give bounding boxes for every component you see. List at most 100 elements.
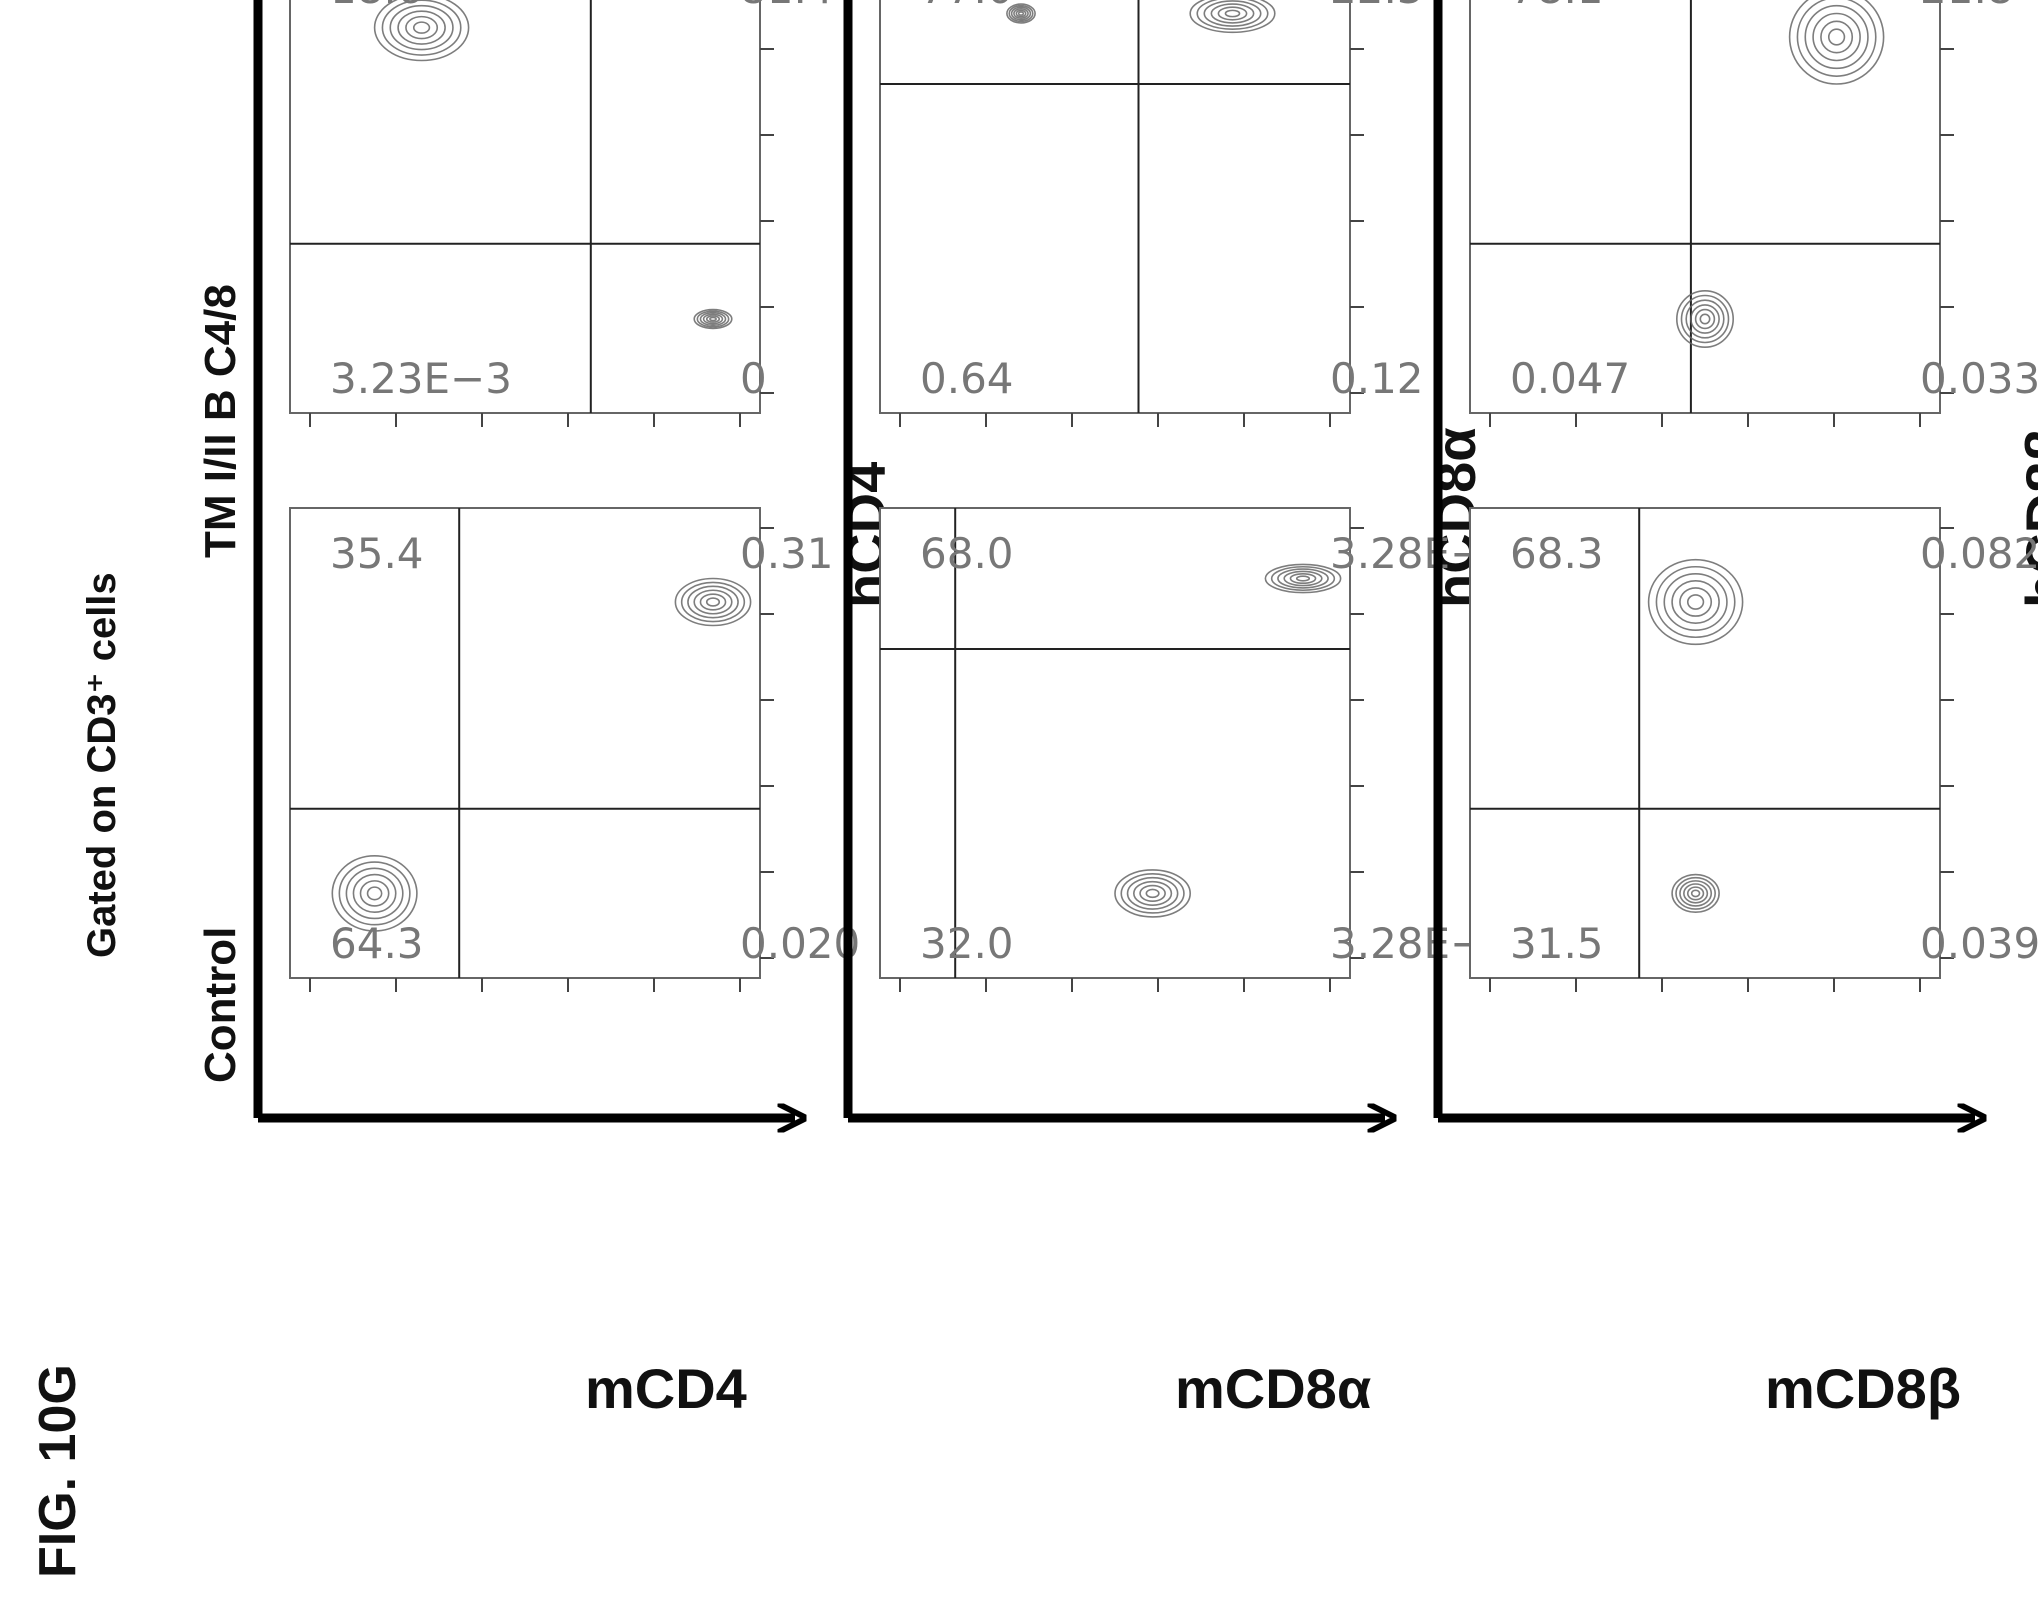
contour-line xyxy=(1671,873,1720,914)
quadrant-top-left-value: 64.3 xyxy=(330,919,424,968)
quadrant-top-left-value: 0.047 xyxy=(1510,354,1630,403)
contour-line xyxy=(696,310,730,328)
quadrant-top-left-value: 0.64 xyxy=(920,354,1014,403)
rotated-figure-content: FIG. 10G Gated on CD3⁺ cells Control TM … xyxy=(29,0,2038,1578)
contour-line xyxy=(1690,304,1720,334)
panel-rows: mCD4hCD464.30.02035.40.313.23E−3018.681.… xyxy=(253,0,2038,1420)
contour-line xyxy=(1203,0,1262,27)
panel-control: 31.5 0.039 68.3 0.082 xyxy=(1469,507,2038,992)
contour-line xyxy=(699,311,727,327)
contour-line xyxy=(1680,294,1730,344)
contour-line xyxy=(1189,0,1276,34)
contour-line xyxy=(381,0,462,56)
quadrant-bottom-left-value: 68.3 xyxy=(1510,529,1604,578)
y-axis-label: mCD4 xyxy=(585,1357,747,1420)
contour-line xyxy=(674,577,752,627)
quadrant-top-left-value: 3.23E−3 xyxy=(330,354,512,403)
contour-line xyxy=(352,873,397,914)
contour-line xyxy=(705,597,721,607)
panel-treated: 0.64 0.12 77.0 22.3 xyxy=(879,0,1424,427)
contour-population xyxy=(1114,869,1191,918)
y-axis-label: mCD8β xyxy=(1765,1357,1961,1420)
contour-population xyxy=(674,577,752,627)
contour-line xyxy=(1139,884,1166,903)
quadrant-bottom-left-value: 68.0 xyxy=(920,529,1014,578)
contour-line xyxy=(1679,587,1713,617)
contour-line xyxy=(1827,28,1846,46)
quadrant-bottom-left-value: 78.1 xyxy=(1510,0,1604,13)
contour-line xyxy=(1663,573,1728,632)
quadrant-top-left-value: 31.5 xyxy=(1510,919,1604,968)
contour-line xyxy=(345,867,404,920)
contour-line xyxy=(709,316,717,322)
contour-line xyxy=(373,0,470,62)
contour-line xyxy=(1690,889,1701,898)
contour-line xyxy=(1820,20,1854,54)
quadrant-bottom-right-value: 0.31 xyxy=(740,529,834,578)
quadrant-bottom-left-value: 18.6 xyxy=(330,0,424,13)
contour-population xyxy=(1006,3,1036,24)
quadrant-bottom-left-value: 35.4 xyxy=(330,529,424,578)
contour-line xyxy=(1017,11,1025,16)
contour-line xyxy=(1295,575,1311,582)
panel-treated: 3.23E−3 0 18.6 81.4 xyxy=(289,0,834,427)
contour-line xyxy=(705,315,721,323)
contour-population xyxy=(1189,0,1276,34)
contour-line xyxy=(1114,869,1191,918)
contour-population xyxy=(1676,289,1735,348)
contour-line xyxy=(1804,4,1869,70)
plot-frame xyxy=(289,0,761,414)
quadrant-top-right-value: 0.033 xyxy=(1920,354,2038,403)
quadrant-bottom-right-value: 22.3 xyxy=(1330,0,1424,13)
quadrant-bottom-left-value: 77.0 xyxy=(920,0,1014,13)
figure-label: FIG. 10G xyxy=(29,1364,87,1578)
contour-line xyxy=(1264,563,1342,594)
contour-line xyxy=(1812,12,1861,62)
plot-frame xyxy=(879,0,1351,414)
contour-line xyxy=(1679,880,1713,907)
contour-line xyxy=(1647,558,1744,646)
contour-line xyxy=(405,15,439,40)
contour-line xyxy=(1788,0,1885,85)
contour-line xyxy=(1006,3,1036,24)
contour-line xyxy=(1013,7,1029,19)
quadrant-top-right-value: 0 xyxy=(740,354,767,403)
contour-line xyxy=(680,581,746,623)
contour-line xyxy=(1126,876,1179,910)
contour-population xyxy=(1671,873,1720,914)
plot-frame xyxy=(1469,0,1941,414)
contour-line xyxy=(331,855,418,932)
contour-population xyxy=(1264,563,1342,594)
contour-line xyxy=(1277,568,1329,589)
contour-line xyxy=(397,10,446,45)
contour-line xyxy=(699,593,727,611)
plot-frame xyxy=(1469,507,1941,979)
contour-line xyxy=(1210,3,1255,24)
panel-control: 64.3 0.020 35.4 0.31 xyxy=(289,507,860,992)
contour-population xyxy=(1647,558,1744,646)
contour-line xyxy=(1224,9,1241,18)
contour-line xyxy=(1685,299,1725,339)
contour-line xyxy=(1132,880,1173,906)
contour-line xyxy=(1120,873,1185,914)
x-axis-label: hCD8β xyxy=(2014,428,2038,608)
contour-line xyxy=(702,313,724,325)
panel-treated: 0.047 0.033 78.1 21.8 xyxy=(1469,0,2038,427)
contour-line xyxy=(1699,313,1711,325)
contour-line xyxy=(1683,883,1709,904)
contour-line xyxy=(687,585,739,619)
quadrant-top-right-value: 0.020 xyxy=(740,919,860,968)
contour-line xyxy=(1015,9,1027,18)
contour-line xyxy=(693,589,733,615)
contour-line xyxy=(1145,888,1160,899)
contour-line xyxy=(1008,4,1034,23)
contour-line xyxy=(1655,565,1736,639)
gated-text: Gated on CD3⁺ cells xyxy=(80,572,124,958)
quadrant-top-right-value: 0.12 xyxy=(1330,354,1424,403)
contour-line xyxy=(1694,308,1716,330)
contour-line xyxy=(1217,6,1248,21)
contour-line xyxy=(338,861,411,926)
contour-line xyxy=(1796,0,1877,77)
